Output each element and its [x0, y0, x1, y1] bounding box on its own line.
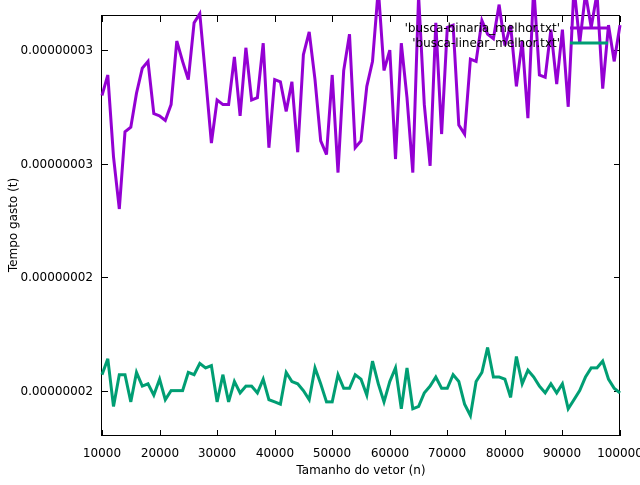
plot-frame — [101, 15, 620, 436]
x-tick-label: 60000 — [371, 446, 409, 460]
y-tick-label: 0.00000003 — [20, 43, 93, 57]
x-tick-label: 40000 — [256, 446, 294, 460]
series-line-0 — [100, 0, 622, 210]
legend-label-0: 'busca-binaria_melhor.txt' — [405, 21, 560, 35]
y-tick-label: 0.00000002 — [20, 384, 93, 398]
y-tick-label: 0.00000003 — [20, 157, 93, 171]
x-tick-label: 90000 — [543, 446, 581, 460]
x-tick-label: 100000 — [597, 446, 640, 460]
x-tick-label: 20000 — [141, 446, 179, 460]
legend-label-1: 'busca-linear_melhor.txt' — [412, 36, 560, 50]
x-axis-label: Tamanho do vetor (n) — [295, 463, 425, 477]
series-line-1 — [100, 347, 621, 421]
y-tick-label: 0.00000002 — [20, 270, 93, 284]
legend: 'busca-binaria_melhor.txt''busca-linear_… — [405, 21, 608, 50]
x-tick-label: 50000 — [313, 446, 351, 460]
y-axis-ticks: 0.00000002 0.00000002 0.00000003 0.00000003 — [20, 43, 620, 398]
x-tick-label: 80000 — [486, 446, 524, 460]
x-tick-label: 30000 — [198, 446, 236, 460]
x-tick-label: 70000 — [428, 446, 466, 460]
series-layer — [100, 0, 622, 421]
x-tick-label: 10000 — [83, 446, 121, 460]
x-axis-ticks: 10000 20000 30000 40000 50000 60000 70000 80000… — [83, 16, 640, 460]
y-axis-label: Tempo gasto (t) — [6, 178, 20, 273]
